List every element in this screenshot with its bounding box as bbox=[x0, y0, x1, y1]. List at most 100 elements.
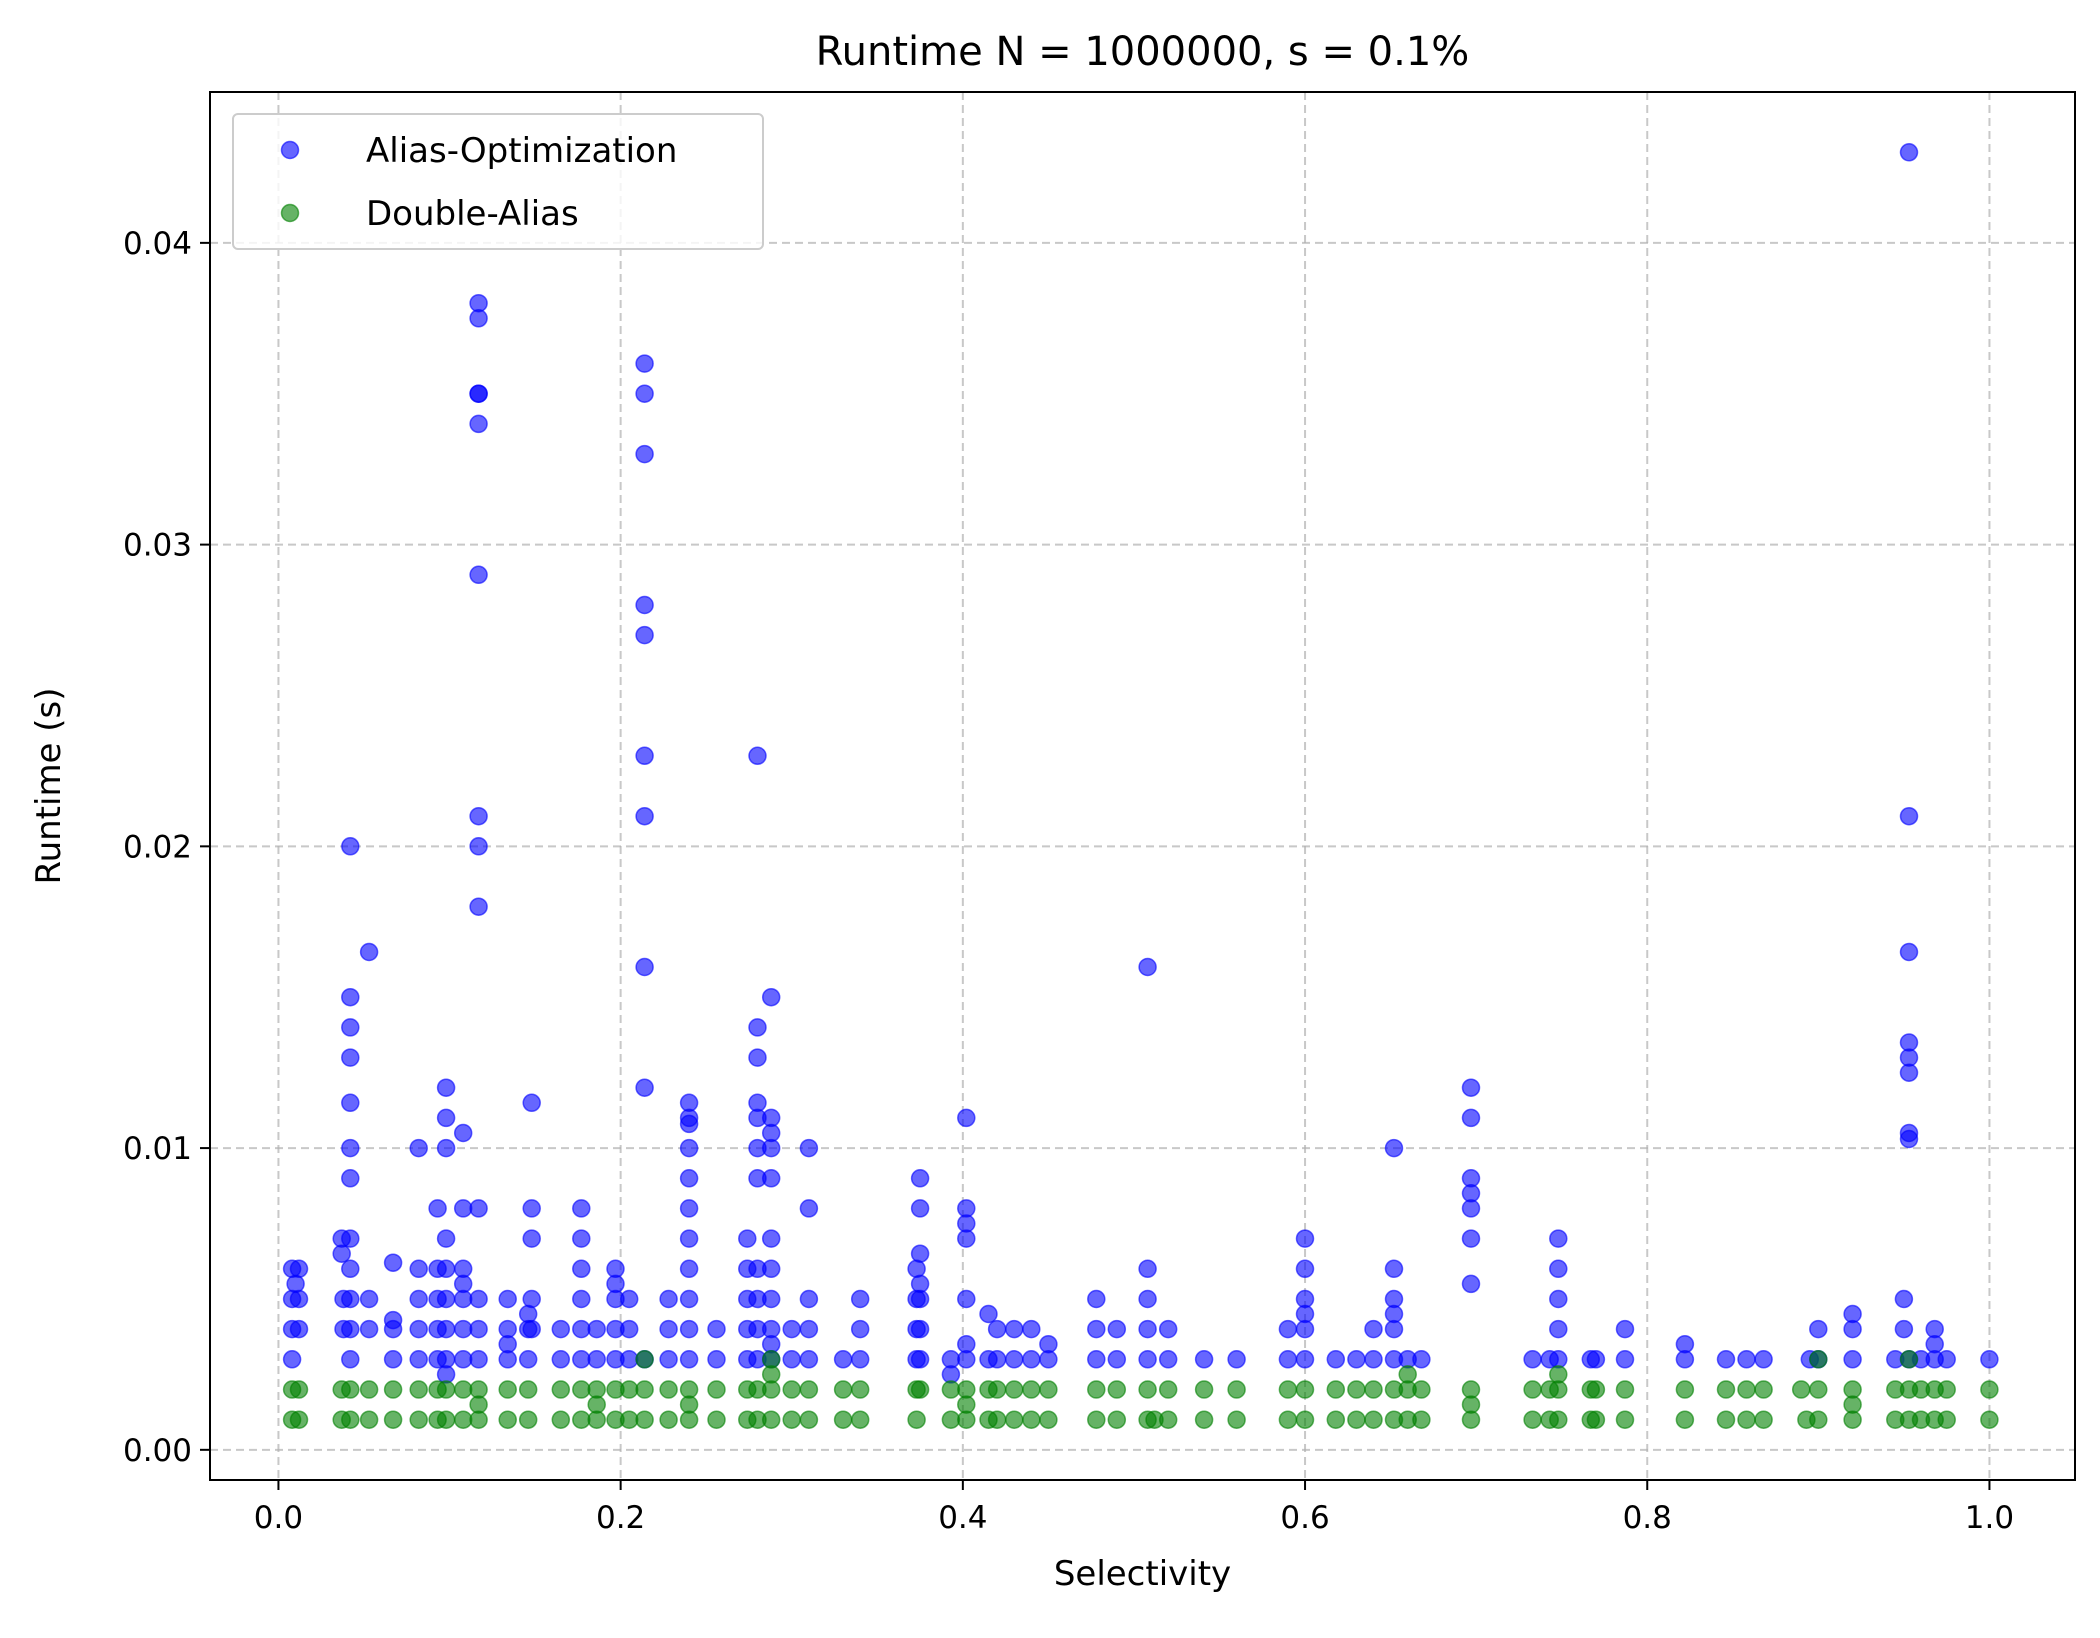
data-point bbox=[453, 1410, 473, 1429]
data-point bbox=[761, 1380, 781, 1399]
data-point bbox=[833, 1350, 853, 1369]
data-point bbox=[679, 1229, 699, 1248]
data-point bbox=[1675, 1350, 1695, 1369]
data-point bbox=[761, 1410, 781, 1429]
data-point bbox=[1384, 1259, 1404, 1279]
data-point bbox=[282, 1350, 302, 1369]
x-tick-label: 0.6 bbox=[1280, 1500, 1329, 1536]
data-point bbox=[850, 1410, 870, 1429]
data-point bbox=[1461, 1108, 1481, 1128]
legend-marker-double-alias bbox=[280, 203, 300, 223]
x-tick-label: 0.0 bbox=[254, 1500, 303, 1536]
data-point bbox=[679, 1138, 699, 1158]
data-point bbox=[910, 1199, 930, 1218]
data-point bbox=[1894, 1319, 1914, 1339]
data-point bbox=[436, 1319, 456, 1339]
data-point bbox=[587, 1410, 606, 1429]
data-point bbox=[1295, 1259, 1315, 1279]
chart-title: Runtime N = 1000000, s = 0.1% bbox=[816, 29, 1470, 75]
data-point bbox=[551, 1319, 571, 1339]
data-point bbox=[1138, 1350, 1157, 1369]
data-point bbox=[1809, 1380, 1828, 1399]
data-point bbox=[522, 1319, 541, 1339]
data-point bbox=[1549, 1410, 1568, 1429]
data-point bbox=[1347, 1350, 1366, 1369]
data-point bbox=[359, 942, 379, 962]
data-point bbox=[619, 1319, 639, 1339]
data-point bbox=[987, 1380, 1007, 1399]
data-point bbox=[518, 1380, 538, 1399]
data-point bbox=[910, 1380, 930, 1399]
data-point bbox=[522, 1199, 541, 1218]
data-point bbox=[1039, 1350, 1058, 1369]
data-point bbox=[1295, 1319, 1315, 1339]
data-point bbox=[1087, 1380, 1106, 1399]
data-point bbox=[1227, 1380, 1246, 1399]
data-point bbox=[957, 1229, 976, 1248]
y-tick-label: 0.04 bbox=[123, 226, 192, 262]
data-point bbox=[1586, 1410, 1606, 1429]
series-1 bbox=[282, 1350, 1999, 1429]
data-point bbox=[799, 1289, 819, 1309]
data-point bbox=[635, 595, 654, 615]
data-point bbox=[1004, 1410, 1024, 1429]
data-point bbox=[409, 1138, 428, 1158]
data-point bbox=[761, 1289, 781, 1309]
data-point bbox=[572, 1289, 591, 1309]
data-point bbox=[850, 1350, 870, 1369]
data-point bbox=[1087, 1410, 1106, 1429]
data-point bbox=[1295, 1350, 1315, 1369]
data-point bbox=[409, 1319, 428, 1339]
data-point bbox=[1899, 1350, 1919, 1369]
x-tick-label: 1.0 bbox=[1965, 1500, 2014, 1536]
data-point bbox=[453, 1199, 473, 1218]
data-point bbox=[1087, 1319, 1106, 1339]
data-point bbox=[289, 1289, 309, 1309]
data-point bbox=[635, 806, 654, 826]
data-point bbox=[469, 1410, 488, 1429]
data-point bbox=[1809, 1350, 1828, 1369]
data-point bbox=[707, 1319, 726, 1339]
series-0 bbox=[282, 143, 1999, 1384]
data-point bbox=[436, 1078, 456, 1097]
y-tick-label: 0.01 bbox=[123, 1131, 192, 1167]
data-point bbox=[572, 1259, 591, 1279]
data-point bbox=[1737, 1350, 1756, 1369]
data-point bbox=[1549, 1229, 1568, 1248]
data-point bbox=[1716, 1350, 1736, 1369]
data-points bbox=[282, 143, 1999, 1429]
data-point bbox=[659, 1319, 678, 1339]
data-point bbox=[1461, 1274, 1481, 1294]
data-point bbox=[341, 1410, 360, 1429]
data-point bbox=[761, 1138, 781, 1158]
data-point bbox=[1278, 1319, 1298, 1339]
data-point bbox=[679, 1259, 699, 1279]
data-point bbox=[1107, 1319, 1127, 1339]
data-point bbox=[679, 1114, 699, 1134]
data-point bbox=[1586, 1350, 1606, 1369]
data-point bbox=[383, 1253, 403, 1272]
data-point bbox=[1899, 806, 1919, 826]
data-point bbox=[1295, 1229, 1315, 1248]
data-point bbox=[332, 1244, 351, 1263]
data-point bbox=[1364, 1380, 1383, 1399]
data-point bbox=[289, 1410, 309, 1429]
data-point bbox=[707, 1380, 726, 1399]
data-point bbox=[341, 837, 360, 856]
data-point bbox=[289, 1259, 309, 1279]
data-point bbox=[341, 987, 360, 1007]
data-point bbox=[498, 1289, 517, 1309]
data-point bbox=[1754, 1350, 1773, 1369]
data-point bbox=[833, 1380, 853, 1399]
data-point bbox=[436, 1108, 456, 1128]
data-point bbox=[518, 1350, 538, 1369]
data-point bbox=[409, 1350, 428, 1369]
data-point bbox=[1899, 1129, 1919, 1149]
data-point bbox=[1899, 1063, 1919, 1082]
data-point bbox=[572, 1410, 591, 1429]
data-point bbox=[359, 1380, 379, 1399]
data-point bbox=[707, 1410, 726, 1429]
data-point bbox=[1022, 1319, 1041, 1339]
data-point bbox=[341, 1169, 360, 1188]
grid-lines bbox=[210, 92, 2075, 1480]
